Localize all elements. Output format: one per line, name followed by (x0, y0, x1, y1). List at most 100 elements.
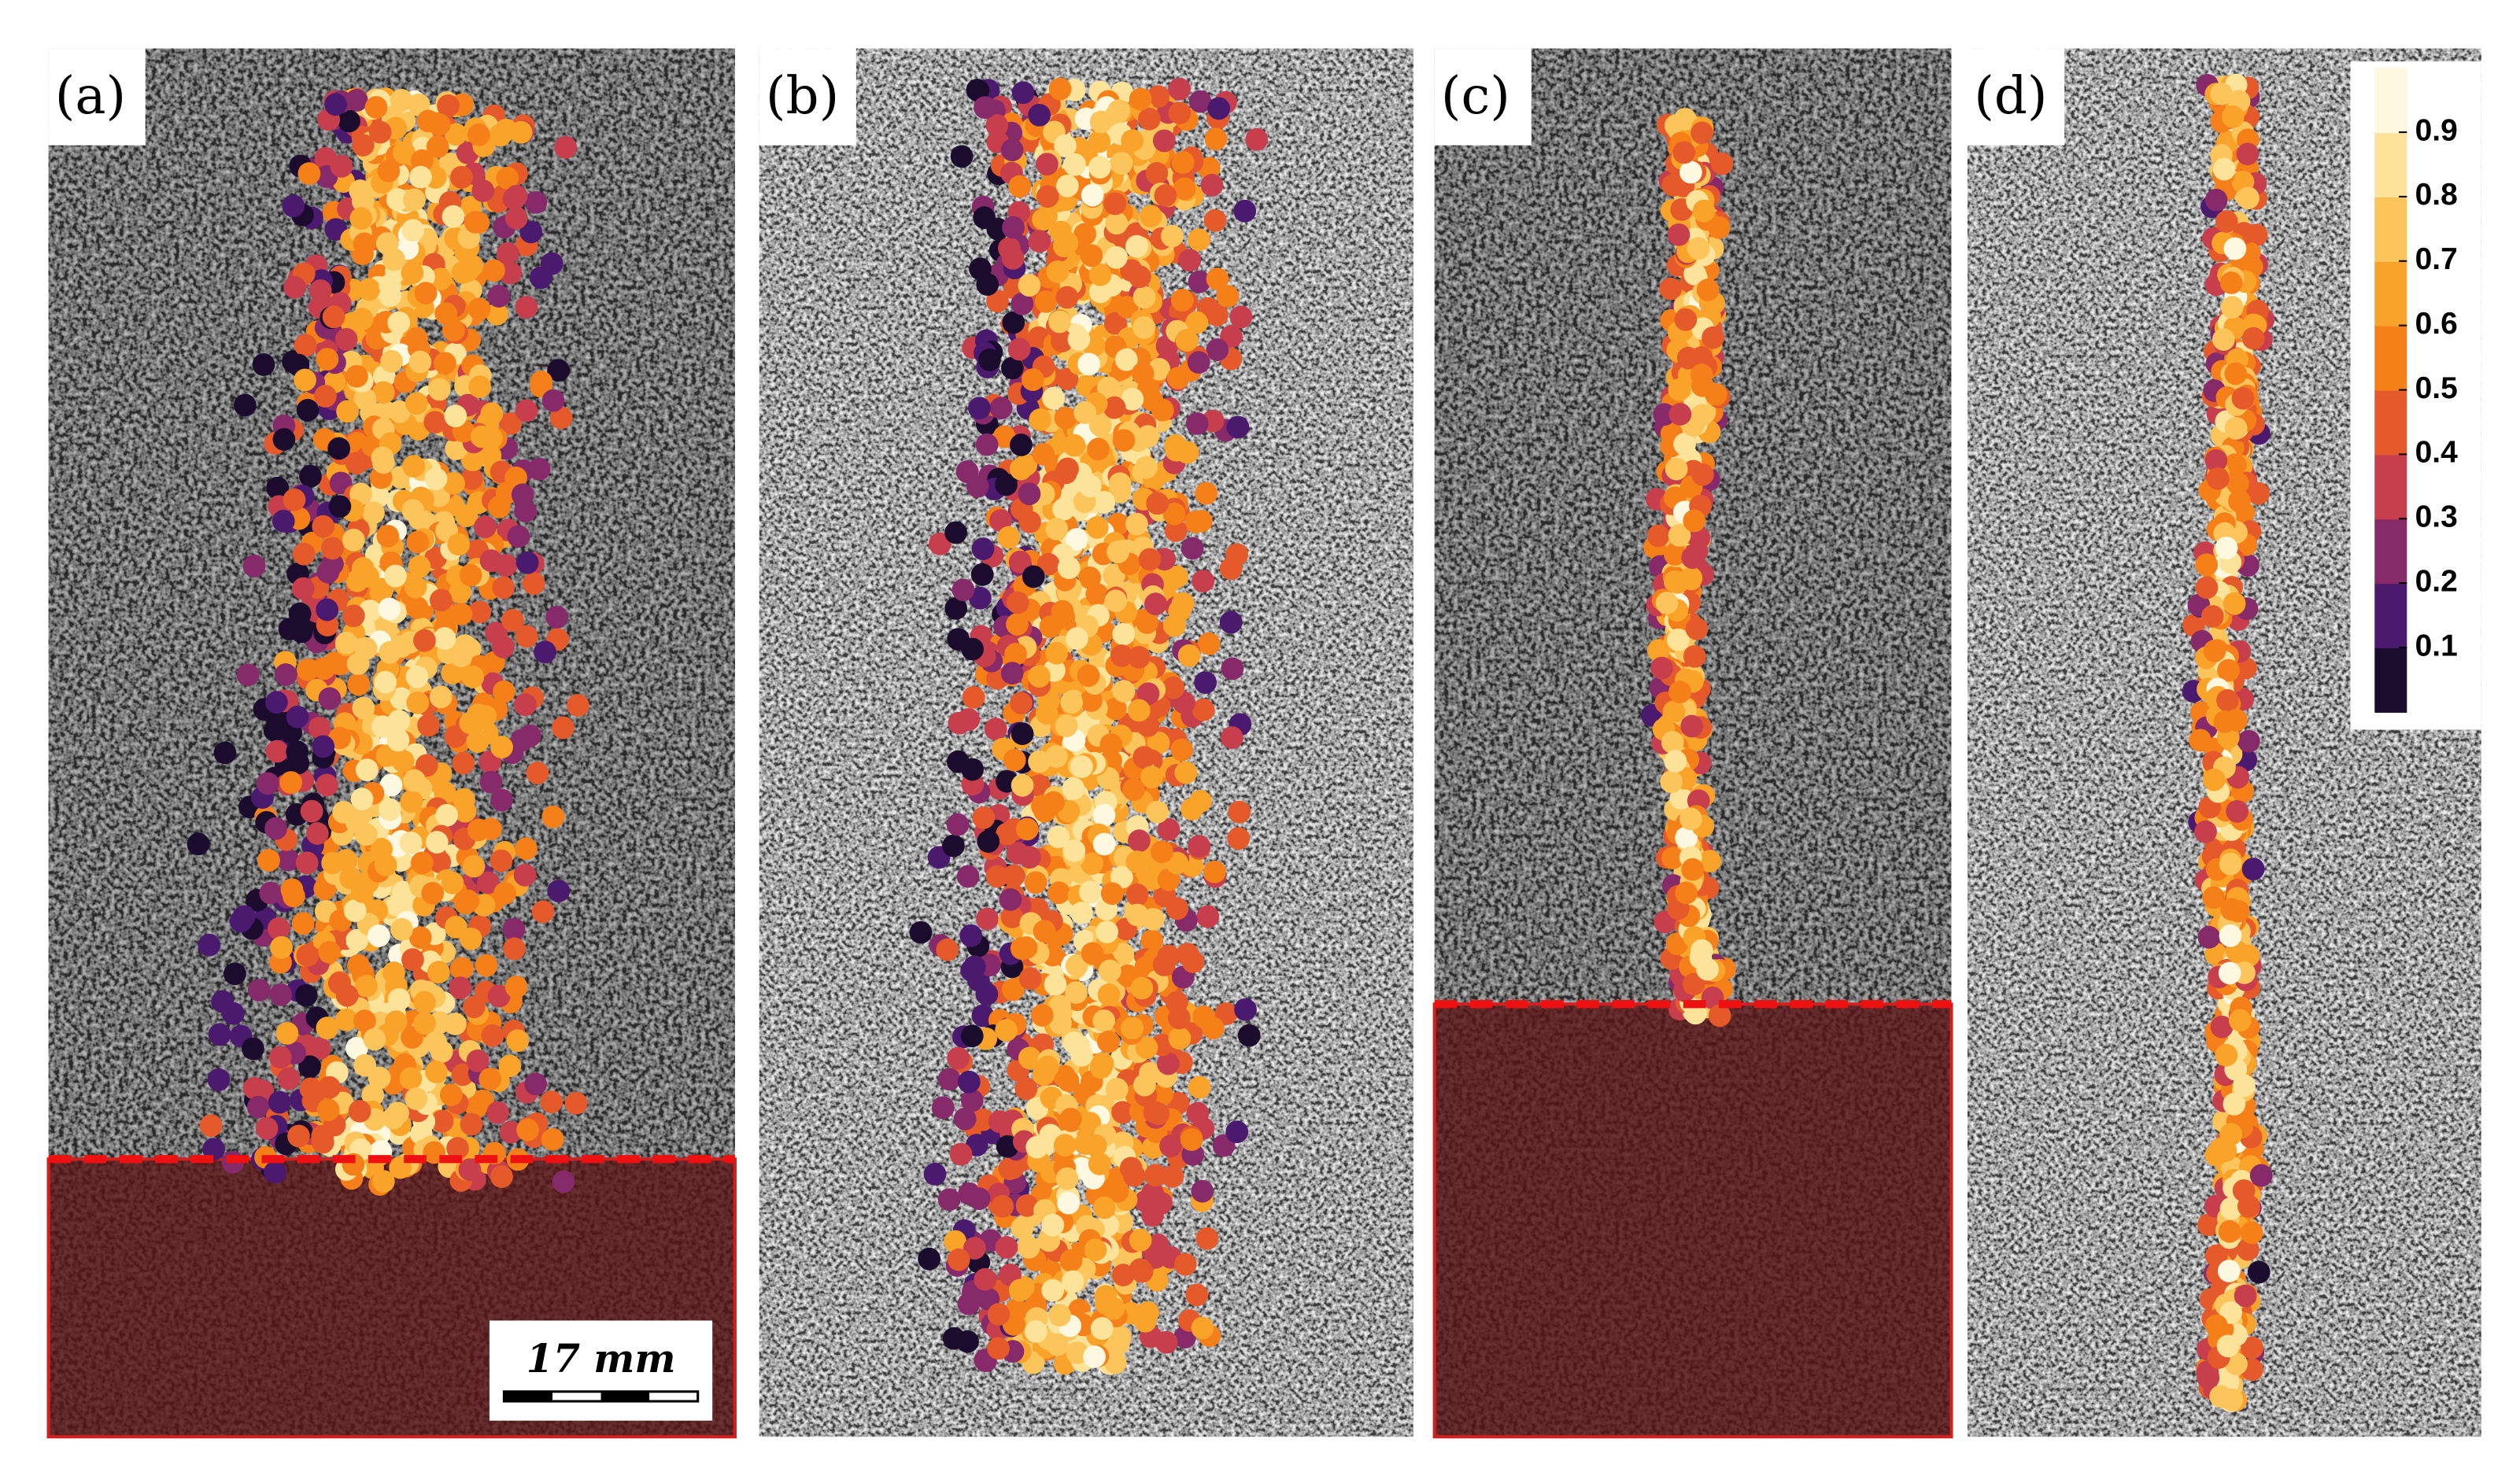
particle (2226, 471, 2249, 495)
particle (1702, 326, 1724, 349)
particle (1092, 832, 1116, 856)
particle (1103, 312, 1127, 335)
particle (1036, 1055, 1059, 1079)
particle (1057, 1191, 1080, 1215)
particle (1673, 433, 1696, 456)
particle (1022, 565, 1045, 588)
particle (327, 437, 350, 460)
particle (401, 499, 425, 522)
particle (1708, 1004, 1731, 1027)
particle (2201, 605, 2224, 628)
particle (428, 850, 452, 873)
particle (401, 261, 424, 285)
particle (1002, 978, 1025, 1002)
particle (1160, 224, 1184, 248)
particle (211, 990, 235, 1013)
particle (429, 267, 453, 290)
scale-bar-segment (504, 1391, 552, 1402)
particle (1174, 761, 1198, 784)
particle (1081, 183, 1104, 207)
particle (1661, 847, 1684, 869)
particle (1207, 97, 1231, 120)
particle (1188, 1075, 1211, 1099)
particle (1237, 1024, 1261, 1047)
particle (434, 302, 458, 325)
particle (371, 446, 394, 470)
particle (379, 274, 401, 297)
particle (1219, 611, 1243, 634)
particle (1196, 905, 1220, 928)
particle (1204, 127, 1228, 151)
particle (1092, 803, 1116, 827)
particle (321, 537, 344, 560)
particle (1103, 1351, 1127, 1374)
particle (1188, 790, 1212, 813)
particle (1104, 589, 1128, 613)
particle (2213, 710, 2237, 733)
particle (1081, 852, 1103, 876)
particle (987, 1337, 1010, 1360)
particle (1011, 292, 1034, 315)
particle (564, 1091, 588, 1115)
particle (496, 242, 519, 265)
particle (351, 134, 375, 157)
particle (947, 1248, 970, 1271)
particle (567, 694, 589, 717)
particle (997, 526, 1021, 549)
particle (961, 637, 985, 661)
particle (2202, 768, 2226, 791)
particle (424, 467, 448, 490)
particle (1036, 153, 1059, 176)
particle (2241, 1336, 2263, 1360)
particle (950, 145, 974, 168)
particle (2189, 729, 2211, 752)
particle (1675, 826, 1698, 850)
particle (297, 162, 321, 185)
particle (1136, 682, 1160, 706)
particle (1128, 265, 1151, 289)
particle (479, 770, 503, 794)
particle (2207, 467, 2230, 490)
label-box (1968, 48, 2065, 146)
particle (1116, 296, 1139, 319)
particle (468, 375, 491, 399)
colorbar-tick-label: 0.2 (2415, 564, 2458, 598)
particle (322, 305, 345, 329)
particle (1000, 356, 1024, 380)
particle (1041, 1278, 1065, 1302)
colorbar-tick-label: 0.3 (2415, 500, 2458, 534)
particle (441, 871, 464, 895)
particle (451, 1063, 475, 1087)
particle (499, 1120, 523, 1144)
particle (1065, 954, 1088, 977)
particle (1135, 456, 1158, 479)
particle (514, 693, 537, 717)
particle (1225, 1120, 1249, 1143)
particle (1089, 1056, 1113, 1079)
particle (1233, 199, 1257, 223)
particle (1011, 773, 1034, 797)
particle (1097, 376, 1120, 400)
particle (466, 1049, 490, 1072)
particle (374, 854, 397, 876)
particle (1133, 746, 1155, 769)
particle (311, 1131, 334, 1154)
particle (1245, 127, 1269, 151)
particle (2219, 924, 2242, 947)
particle (1024, 871, 1048, 895)
particle (1025, 1135, 1049, 1159)
particle (1134, 1190, 1158, 1213)
particle (404, 575, 427, 599)
particle (967, 1187, 991, 1210)
particle (276, 848, 300, 872)
particle (2226, 799, 2248, 823)
particle (1077, 664, 1100, 688)
particle (1048, 994, 1072, 1018)
particle (524, 190, 548, 214)
particle (1188, 228, 1210, 252)
particle (1698, 850, 1722, 873)
particle (1234, 998, 1257, 1021)
particle (410, 149, 434, 172)
particle (256, 772, 279, 795)
particle (316, 773, 338, 797)
